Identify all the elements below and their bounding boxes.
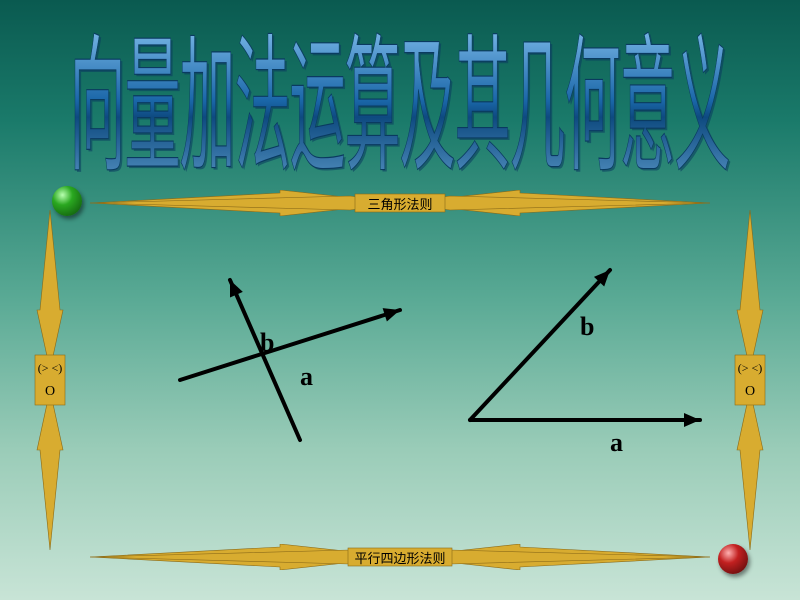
bottom-rule-label: 平行四边形法则 <box>350 548 449 567</box>
svg-text:O: O <box>45 384 55 399</box>
svg-text:O: O <box>745 384 755 399</box>
sphere-red-icon <box>718 544 748 574</box>
svg-text:义: 义 <box>674 27 730 183</box>
svg-text:何: 何 <box>564 27 620 183</box>
svg-text:向: 向 <box>69 27 125 183</box>
svg-text:几: 几 <box>509 27 565 183</box>
diagram-parallelogram-rule: a b <box>460 250 720 450</box>
bottom-rule-bar: 平行四边形法则 <box>90 544 710 570</box>
svg-text:(> <): (> <) <box>38 361 63 375</box>
svg-text:法: 法 <box>234 27 290 183</box>
diagram-triangle-rule: a b <box>170 270 430 450</box>
vector-a-label-right: a <box>610 428 623 458</box>
right-rail: (> <) O <box>730 200 770 560</box>
top-rule-bar: 三角形法则 <box>90 190 710 216</box>
left-rail: (> <) O <box>30 200 70 560</box>
vector-a-label-left: a <box>300 362 313 392</box>
svg-text:意: 意 <box>619 27 675 183</box>
svg-text:及: 及 <box>399 27 455 183</box>
vector-b-label-right: b <box>580 312 594 342</box>
svg-text:加: 加 <box>179 27 235 183</box>
sphere-green-icon <box>52 186 82 216</box>
svg-text:(> <): (> <) <box>738 361 763 375</box>
decorative-frame: 三角形法则 平行四边形法则 (> <) O (> <) O a b <box>30 200 770 560</box>
svg-text:运: 运 <box>289 27 345 183</box>
svg-text:其: 其 <box>454 27 510 183</box>
svg-text:量: 量 <box>124 27 180 183</box>
top-rule-label: 三角形法则 <box>363 194 436 213</box>
slide-title: 向向量量加加法法运运算算及及其其几几何何意意义义 <box>0 8 800 183</box>
svg-text:算: 算 <box>344 27 400 183</box>
vector-b-label-left: b <box>260 328 274 358</box>
